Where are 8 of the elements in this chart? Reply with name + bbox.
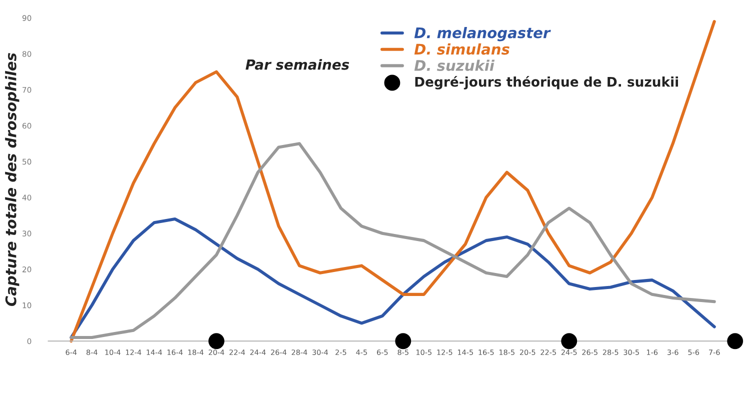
line-series <box>70 142 716 340</box>
legend-label: Degré-jours théorique de D. suzukii <box>415 76 678 90</box>
line-series <box>70 20 716 343</box>
legend-label: D. melanogaster <box>414 26 551 42</box>
y-axis-title: Capture totale des drosophiles <box>5 52 20 306</box>
legend-label: D. simulans <box>414 43 510 55</box>
text: Par semaines <box>246 59 350 70</box>
legend-label: D. suzukii <box>414 60 495 71</box>
